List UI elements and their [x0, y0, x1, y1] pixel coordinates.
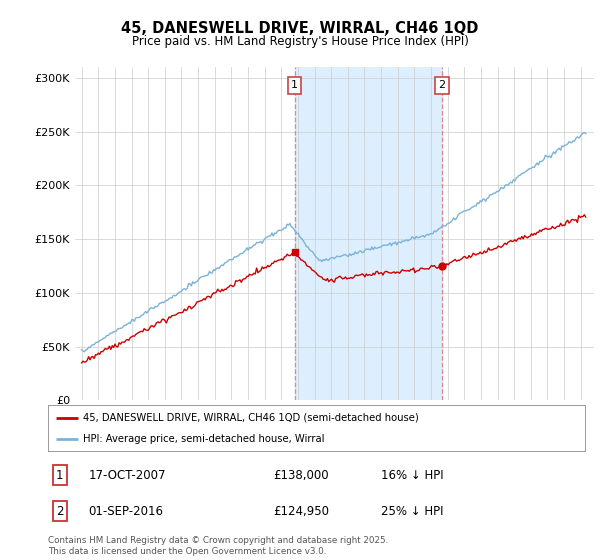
Text: 45, DANESWELL DRIVE, WIRRAL, CH46 1QD (semi-detached house): 45, DANESWELL DRIVE, WIRRAL, CH46 1QD (s…: [83, 413, 419, 423]
Text: £124,950: £124,950: [274, 505, 329, 518]
Text: 25% ↓ HPI: 25% ↓ HPI: [381, 505, 443, 518]
Text: 2: 2: [56, 505, 64, 518]
Text: 45, DANESWELL DRIVE, WIRRAL, CH46 1QD: 45, DANESWELL DRIVE, WIRRAL, CH46 1QD: [121, 21, 479, 36]
Text: 1: 1: [291, 81, 298, 91]
Bar: [295, 67, 442, 400]
Text: 2: 2: [439, 81, 446, 91]
Text: Contains HM Land Registry data © Crown copyright and database right 2025.
This d: Contains HM Land Registry data © Crown c…: [48, 536, 388, 556]
Text: HPI: Average price, semi-detached house, Wirral: HPI: Average price, semi-detached house,…: [83, 435, 325, 444]
Text: 1: 1: [56, 469, 64, 482]
Text: Price paid vs. HM Land Registry's House Price Index (HPI): Price paid vs. HM Land Registry's House …: [131, 35, 469, 48]
Text: 16% ↓ HPI: 16% ↓ HPI: [381, 469, 443, 482]
Text: 01-SEP-2016: 01-SEP-2016: [88, 505, 163, 518]
Text: 17-OCT-2007: 17-OCT-2007: [88, 469, 166, 482]
Text: £138,000: £138,000: [274, 469, 329, 482]
